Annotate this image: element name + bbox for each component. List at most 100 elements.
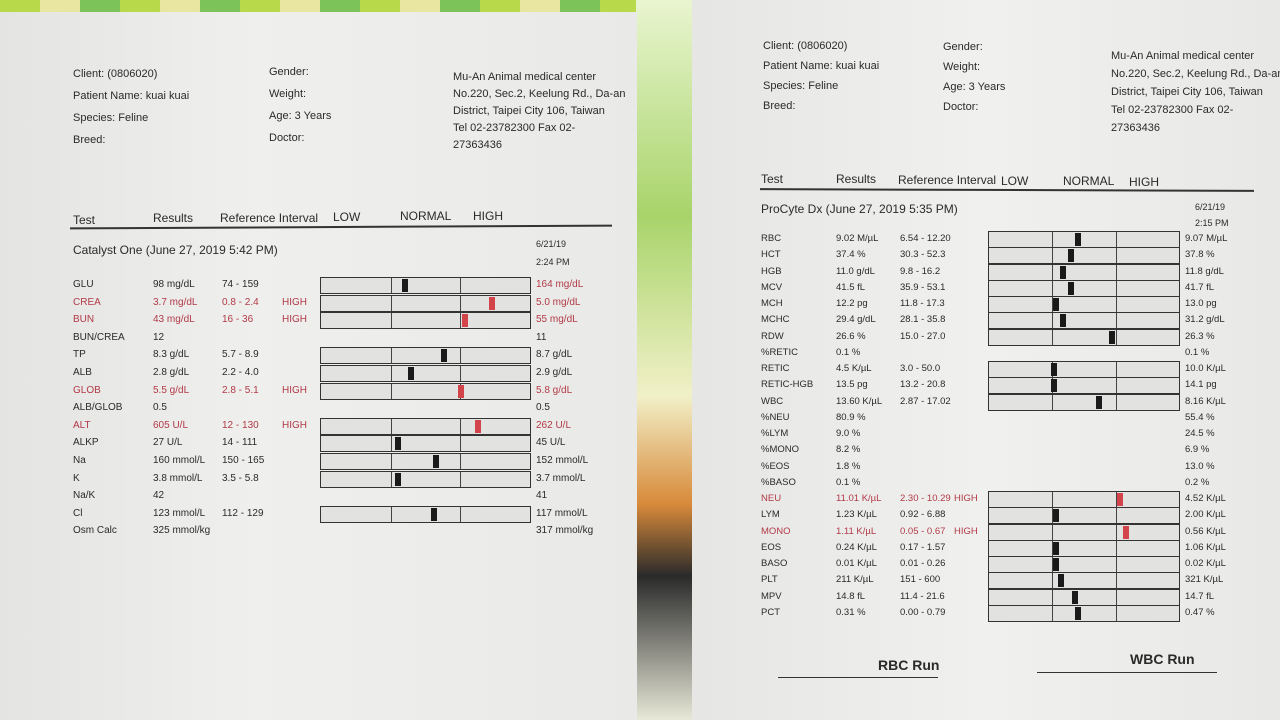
header-normal: NORMAL: [1063, 174, 1115, 188]
result-marker: [1071, 590, 1078, 604]
previous-result: 10.0 K/µL: [1185, 363, 1226, 374]
range-bar: [988, 604, 1180, 622]
test-name: GLOB: [73, 384, 101, 396]
reference-interval: 2.30 - 10.29: [900, 493, 951, 504]
test-name: CREA: [73, 296, 101, 308]
previous-result: 2.9 g/dL: [536, 367, 573, 378]
reference-interval: 0.01 - 0.26: [900, 558, 946, 569]
test-result: 605 U/L: [153, 419, 189, 431]
range-bar: [320, 347, 531, 365]
range-divider: [1115, 378, 1117, 394]
result-marker: [1060, 265, 1067, 279]
test-result: 0.31 %: [836, 606, 866, 618]
reference-interval: 151 - 600: [900, 574, 941, 586]
range-bar: [988, 539, 1180, 557]
range-divider: [460, 348, 462, 364]
range-bar: [988, 312, 1180, 330]
result-marker: [1109, 330, 1116, 344]
range-divider: [1115, 297, 1117, 312]
result-marker: [395, 437, 402, 451]
reference-interval: 150 - 165: [222, 455, 265, 466]
previous-result: 164 mg/dL: [536, 279, 584, 290]
range-divider: [460, 366, 462, 381]
test-result: 12: [153, 331, 165, 343]
previous-result: 152 mmol/L: [536, 455, 589, 466]
previous-result: 5.8 g/dL: [536, 384, 573, 396]
range-divider: [1115, 573, 1117, 589]
test-result: 11.01 K/µL: [836, 493, 882, 504]
test-result: 37.4 %: [836, 249, 866, 261]
result-marker: [1067, 249, 1074, 263]
high-flag: HIGH: [282, 419, 307, 431]
clinic-line: No.220, Sec.2, Keelung Rd., Da-an: [1111, 68, 1280, 80]
header-high: HIGH: [1129, 175, 1159, 189]
test-name: RETIC-HGB: [761, 379, 814, 391]
previous-result: 317 mmol/kg: [536, 525, 594, 537]
clinic-line: 27363436: [453, 139, 502, 151]
header-test: Test: [73, 213, 96, 227]
range-divider: [390, 454, 392, 469]
range-bar: [988, 231, 1180, 248]
range-bar: [320, 365, 531, 382]
result-marker: [458, 384, 465, 398]
range-divider: [1052, 573, 1054, 589]
previous-result: 0.47 %: [1185, 606, 1215, 618]
range-divider: [1115, 605, 1117, 621]
previous-result: 321 K/µL: [1185, 574, 1224, 586]
high-flag: HIGH: [282, 314, 307, 326]
reference-interval: 2.2 - 4.0: [222, 367, 259, 378]
reference-interval: 5.7 - 8.9: [222, 349, 259, 361]
test-name: RDW: [761, 330, 784, 342]
high-flag: HIGH: [282, 296, 307, 308]
age: Age: 3 Years: [269, 110, 332, 122]
reference-interval: 16 - 36: [222, 314, 254, 326]
divider: [759, 188, 1255, 192]
range-divider: [1115, 264, 1117, 280]
test-name: PCT: [761, 606, 780, 618]
previous-time: 2:24 PM: [536, 257, 570, 267]
range-bar: [320, 382, 531, 400]
test-name: MCH: [761, 298, 783, 309]
breed: Breed:: [73, 134, 106, 146]
reference-interval: 28.1 - 35.8: [900, 314, 946, 326]
result-marker: [474, 419, 481, 433]
range-divider: [460, 454, 462, 469]
result-marker: [1050, 379, 1057, 393]
range-divider: [1115, 280, 1117, 296]
range-bar: [988, 572, 1180, 590]
test-name: EOS: [761, 541, 782, 553]
previous-result: 3.7 mmol/L: [536, 472, 586, 484]
test-result: 8.3 g/dL: [153, 349, 190, 361]
clinic-line: No.220, Sec.2, Keelung Rd., Da-an: [453, 88, 626, 100]
test-name: MCV: [761, 281, 783, 293]
clinic-line: Mu-An Animal medical center: [453, 71, 597, 83]
gender: Gender:: [269, 66, 309, 78]
previous-result: 6.9 %: [1185, 444, 1210, 456]
header-results: Results: [153, 211, 194, 225]
clinic-address: Mu-An Animal medical center No.220, Sec.…: [1111, 47, 1280, 137]
clinic-line: District, Taipei City 106, Taiwan: [453, 105, 605, 117]
section-title: ProCyte Dx (June 27, 2019 5:35 PM): [761, 202, 958, 216]
previous-time: 2:15 PM: [1195, 218, 1229, 228]
range-divider: [1052, 264, 1054, 280]
rbc-run-title: RBC Run: [878, 657, 940, 673]
previous-result: 55.4 %: [1185, 411, 1215, 423]
previous-result: 13.0 pg: [1185, 298, 1217, 309]
test-result: 43 mg/dL: [153, 314, 195, 326]
age: Age: 3 Years: [943, 81, 1006, 93]
range-bar: [988, 588, 1180, 606]
range-divider: [390, 418, 392, 434]
result-marker: [1052, 298, 1059, 311]
reference-interval: 30.3 - 52.3: [900, 249, 946, 261]
wbc-histogram-axis: [1037, 672, 1217, 673]
test-result: 41.5 fL: [836, 281, 866, 293]
test-name: %BASO: [761, 476, 796, 488]
range-divider: [1115, 589, 1117, 605]
header-normal: NORMAL: [400, 209, 452, 223]
reference-interval: 14 - 111: [222, 437, 258, 449]
client: Client: (0806020): [763, 40, 848, 52]
reference-interval: 2.8 - 5.1: [222, 384, 259, 396]
range-divider: [390, 278, 392, 293]
test-result: 0.1 %: [836, 476, 861, 488]
test-name: PLT: [761, 574, 778, 586]
